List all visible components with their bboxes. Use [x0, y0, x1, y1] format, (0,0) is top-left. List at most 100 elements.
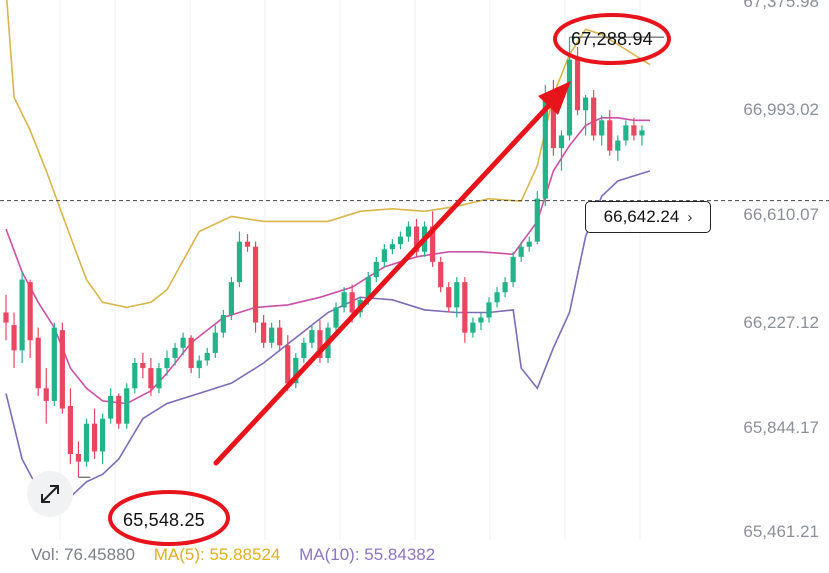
- candle-body: [91, 423, 98, 452]
- candle-body: [83, 423, 90, 462]
- candle-body: [116, 395, 122, 424]
- candle-body: [124, 388, 130, 424]
- candle-body: [269, 327, 275, 343]
- candle-body: [301, 342, 307, 358]
- candle-body: [373, 261, 379, 278]
- y-tick-2: 66,610.07: [743, 205, 819, 224]
- chevron-right-icon: ›: [687, 208, 693, 226]
- candle-body: [148, 368, 154, 389]
- high-price-label: 67,288.94: [571, 29, 653, 49]
- candle-body: [574, 59, 581, 111]
- candle-body: [405, 226, 412, 237]
- candle-body: [75, 454, 82, 462]
- candle-body: [100, 418, 106, 452]
- low-price-label: 65,548.25: [123, 510, 205, 530]
- ma10-label: MA(10): 55.84382: [299, 545, 436, 564]
- candle-body: [518, 246, 524, 257]
- candle-body: [478, 317, 484, 323]
- candle-body: [333, 307, 339, 328]
- candle-body: [566, 59, 573, 136]
- candle-body: [220, 314, 226, 333]
- candle-body: [35, 337, 41, 389]
- candle-body: [446, 287, 452, 308]
- candle-body: [27, 282, 33, 341]
- candle-body: [607, 120, 613, 151]
- candle-body: [59, 330, 65, 409]
- candle-body: [132, 363, 138, 389]
- candle-body: [615, 140, 621, 151]
- candle-body: [140, 363, 146, 369]
- candle-body: [156, 368, 162, 389]
- low-annotation-circle: [108, 490, 230, 546]
- candle-body: [454, 282, 460, 308]
- y-tick-5: 65,461.21: [743, 522, 819, 541]
- volume-label: Vol: 76.45880: [31, 545, 135, 564]
- candle-body: [583, 97, 589, 111]
- candle-body: [252, 246, 259, 323]
- candle-body: [526, 241, 532, 247]
- candle-body: [365, 277, 371, 300]
- candle-body: [397, 236, 404, 245]
- candle-body: [558, 135, 565, 149]
- ma5-label: MA(5): 55.88524: [153, 545, 281, 564]
- candle-body: [317, 330, 323, 358]
- candle-body: [11, 325, 17, 351]
- candle-body: [188, 337, 194, 369]
- candle-body: [349, 292, 355, 313]
- middle-band-line: [5, 117, 650, 405]
- candle-body: [631, 125, 637, 136]
- candle-body: [494, 292, 500, 303]
- candle-body: [67, 406, 73, 455]
- candle-body: [470, 322, 476, 333]
- candle-body: [542, 97, 548, 199]
- candle-body: [413, 226, 420, 252]
- candle-body: [108, 395, 114, 419]
- candle-body: [3, 312, 9, 323]
- trend-arrow-head: [538, 81, 571, 115]
- candle-body: [510, 256, 516, 283]
- indicator-legend: Vol: 76.45880 MA(5): 55.88524 MA(10): 55…: [31, 545, 449, 565]
- candle-body: [51, 327, 57, 401]
- candle-body: [204, 352, 210, 361]
- y-tick-3: 66,227.12: [743, 313, 819, 332]
- candle-body: [180, 337, 186, 348]
- candle-body: [236, 241, 243, 283]
- candle-body: [293, 357, 299, 384]
- high-annotation-circle: [553, 13, 671, 65]
- y-tick-4: 65,844.17: [743, 418, 819, 437]
- candle-body: [591, 97, 597, 136]
- candle-body: [212, 332, 218, 353]
- last-price-value: 66,642.24: [603, 207, 680, 226]
- candle-body: [244, 241, 251, 247]
- candle-body: [172, 347, 178, 358]
- candle-body: [550, 97, 556, 149]
- candle-body: [277, 327, 283, 346]
- y-tick-1: 66,993.02: [743, 100, 819, 119]
- candle-body: [43, 388, 49, 401]
- candle-body: [534, 198, 540, 242]
- candle-body: [381, 249, 387, 262]
- candle-body: [502, 282, 508, 293]
- candle-body: [196, 360, 202, 369]
- candle-body: [438, 261, 444, 288]
- candle-body: [639, 130, 645, 136]
- last-price-tag[interactable]: 66,642.24 ›: [585, 201, 711, 233]
- y-tick-0: 67,375.98: [743, 0, 819, 11]
- candle-body: [309, 330, 315, 343]
- candle-body: [599, 120, 605, 136]
- trend-arrow-shaft: [213, 98, 556, 466]
- candle-body: [261, 322, 267, 343]
- expand-arrows-icon: [41, 485, 59, 503]
- candle-body: [623, 125, 629, 141]
- candle-body: [285, 345, 291, 384]
- expand-chart-button[interactable]: [27, 471, 73, 517]
- candle-body: [389, 244, 395, 250]
- candle-body: [341, 292, 347, 308]
- candle-body: [430, 226, 436, 262]
- candle-body: [462, 282, 468, 333]
- upper-band-line: [6, 0, 651, 309]
- candle-body: [19, 279, 25, 351]
- candle-body: [164, 357, 170, 369]
